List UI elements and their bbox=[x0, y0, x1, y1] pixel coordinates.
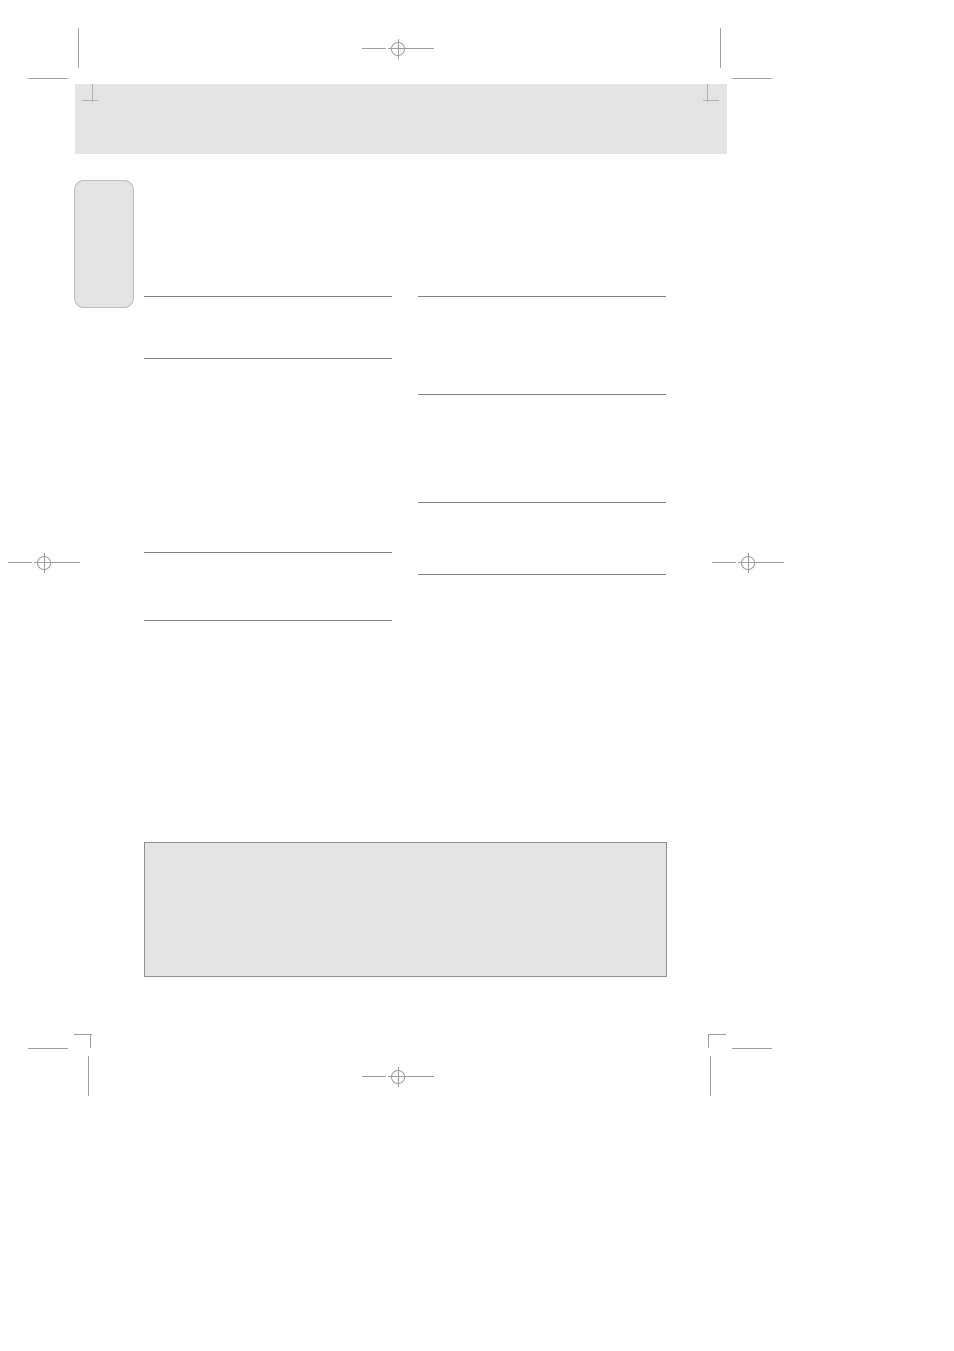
rule bbox=[144, 358, 392, 359]
rule bbox=[418, 574, 666, 575]
rule bbox=[144, 296, 392, 297]
registration-mark-icon bbox=[8, 552, 80, 574]
rule bbox=[418, 502, 666, 503]
callout-box bbox=[144, 842, 667, 977]
header-bar bbox=[75, 84, 727, 154]
rule bbox=[418, 296, 666, 297]
registration-mark-icon bbox=[712, 552, 784, 574]
rule bbox=[144, 620, 392, 621]
side-tab bbox=[74, 180, 134, 308]
header-inner-mark bbox=[703, 100, 719, 101]
rule bbox=[144, 552, 392, 553]
print-proof-page bbox=[0, 0, 954, 1100]
registration-mark-icon bbox=[362, 1066, 434, 1088]
header-inner-mark bbox=[82, 100, 98, 101]
rule bbox=[418, 394, 666, 395]
registration-mark-icon bbox=[362, 38, 434, 60]
